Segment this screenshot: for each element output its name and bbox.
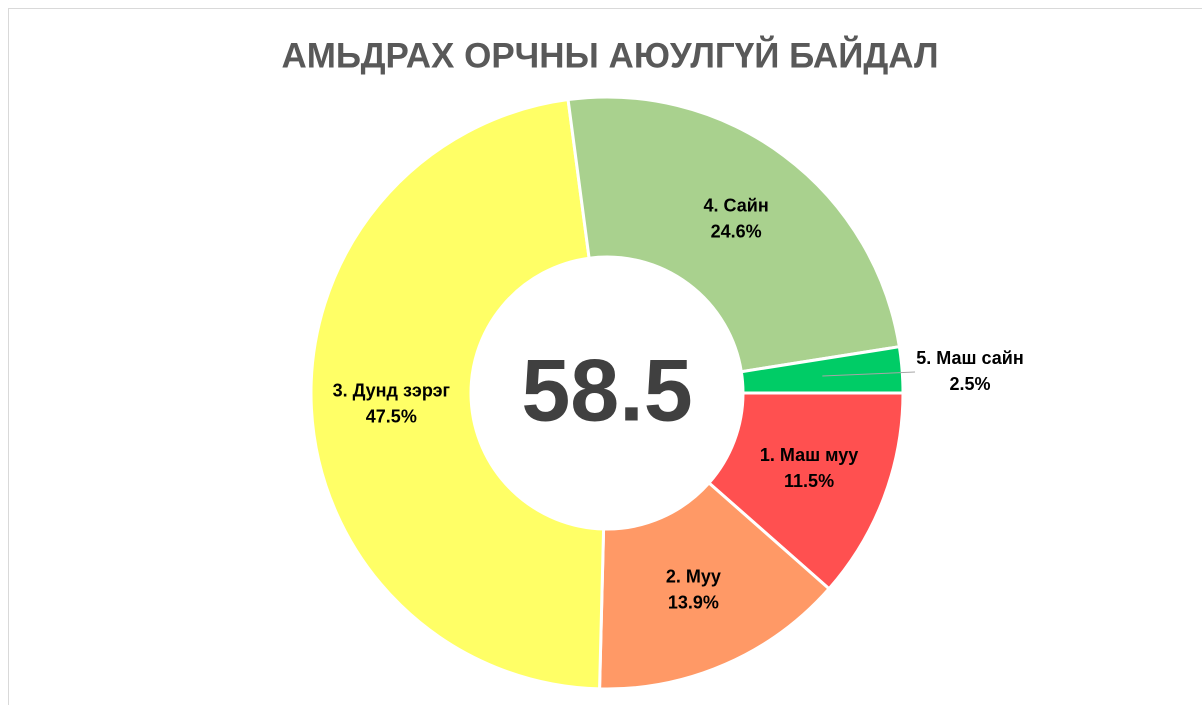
data-label-name: 5. Маш сайн <box>916 348 1023 368</box>
donut-slice <box>739 344 905 395</box>
leader-line <box>822 371 916 377</box>
data-label-name: 4. Сайн <box>704 196 769 216</box>
data-label-value: 47.5% <box>366 406 417 426</box>
data-label-value: 2.5% <box>949 374 990 394</box>
center-value: 58.5 <box>521 340 692 439</box>
donut-slice <box>309 97 606 691</box>
data-label-name: 2. Муу <box>666 567 721 587</box>
data-label-name: 3. Дунд зэрэг <box>333 380 451 400</box>
data-label-value: 13.9% <box>668 593 719 613</box>
chart-title: АМЬДРАХ ОРЧНЫ АЮУЛГҮЙ БАЙДАЛ <box>281 35 938 75</box>
donut-slice <box>598 480 832 691</box>
data-label-name: 1. Маш муу <box>760 445 858 465</box>
data-label-value: 24.6% <box>711 222 762 242</box>
donut-slice <box>566 95 902 374</box>
data-label-value: 11.5% <box>784 471 834 491</box>
